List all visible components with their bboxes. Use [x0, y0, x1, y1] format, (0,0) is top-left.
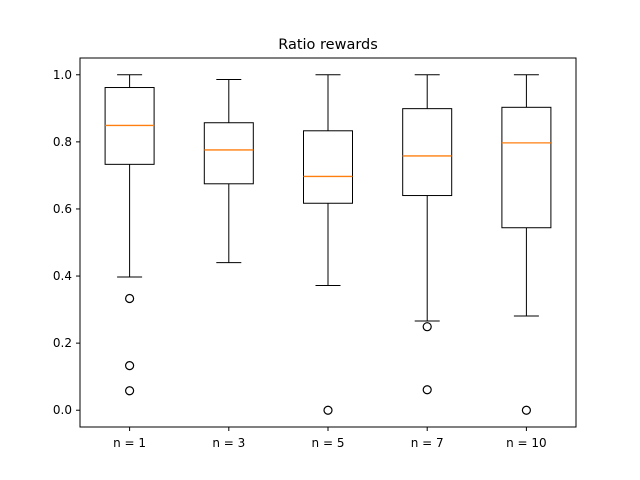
- box: [501, 106, 552, 229]
- flier-point: [521, 405, 532, 415]
- flier-point: [422, 322, 432, 332]
- y-tick-label: 0.6: [53, 202, 72, 216]
- x-tick-label: n = 10: [506, 436, 547, 450]
- x-tick-label: n = 5: [312, 436, 345, 450]
- box: [303, 130, 353, 204]
- x-tick-label: n = 1: [113, 436, 146, 450]
- flier-point: [422, 385, 432, 395]
- y-tick-label: 0.2: [53, 336, 72, 350]
- box: [203, 122, 254, 185]
- box: [402, 108, 453, 197]
- y-tick-label: 0.0: [53, 403, 72, 417]
- plot-area: 0.0 0.2 0.4 0.6 0.8 1.0 n = 1 n = 3 n = 5 n = 7 n …: [53, 57, 577, 450]
- y-tick-label: 1.0: [53, 68, 72, 82]
- flier-point: [125, 361, 135, 371]
- y-tick-label: 0.8: [53, 135, 72, 149]
- flier-point: [125, 386, 135, 396]
- chart-title: Ratio rewards: [278, 37, 378, 53]
- flier-point: [125, 293, 135, 304]
- x-tick-label: n = 3: [212, 436, 245, 450]
- flier-point: [323, 405, 333, 415]
- y-tick-label: 0.4: [53, 269, 72, 283]
- x-tick-label: n = 7: [411, 436, 444, 450]
